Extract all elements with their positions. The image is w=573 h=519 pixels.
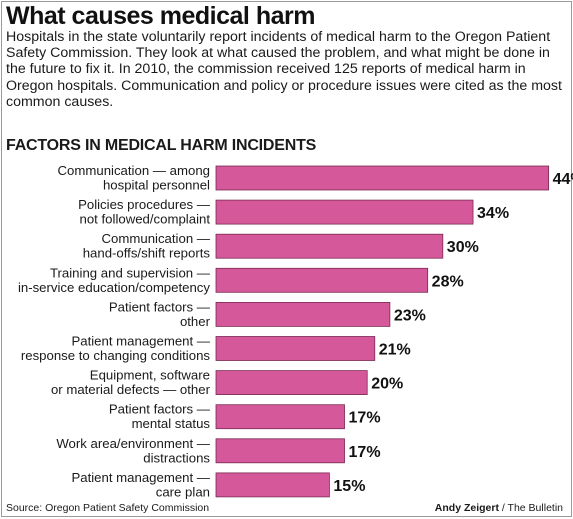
- value-label: 20%: [371, 376, 403, 393]
- bar: [215, 267, 429, 293]
- category-label: Patient factors — other: [109, 299, 211, 329]
- category-label: Policies procedures — not followed/compla…: [78, 197, 211, 227]
- category-label: Patient factors — mental status: [109, 402, 211, 432]
- value-label: 44%: [553, 171, 573, 188]
- credit-author: Andy Zeigert: [434, 502, 499, 514]
- category-label: Equipment, software or material defects —…: [51, 368, 211, 398]
- category-label: Training and supervision — in-service edu…: [18, 265, 211, 295]
- bar: [215, 472, 330, 498]
- bar: [215, 370, 368, 396]
- category-label: Work area/environment — distractions: [56, 436, 210, 466]
- bar: [215, 301, 391, 327]
- value-label: 34%: [477, 205, 509, 222]
- category-label: Patient management — care plan: [71, 470, 210, 500]
- value-label: 17%: [349, 410, 381, 427]
- category-label: Patient management — response to changing…: [21, 334, 211, 364]
- bar: [215, 438, 345, 464]
- intro-paragraph: Hospitals in the state voluntarily repor…: [6, 29, 562, 110]
- source-note: Source: Oregon Patient Safety Commission: [6, 502, 210, 514]
- page-title: What causes medical harm: [6, 2, 315, 30]
- bar: [215, 199, 474, 225]
- category-label: Communication — hand-offs/shift reports: [83, 231, 211, 261]
- chart-heading: FACTORS IN MEDICAL HARM INCIDENTS: [6, 137, 317, 154]
- bar: [215, 404, 345, 430]
- credit-line: Andy Zeigert / The Bulletin: [435, 502, 563, 514]
- bar: [215, 165, 550, 191]
- value-label: 15%: [333, 478, 365, 495]
- value-label: 28%: [432, 273, 464, 290]
- value-label: 30%: [447, 239, 479, 256]
- bar: [215, 336, 376, 361]
- value-label: 23%: [394, 307, 426, 324]
- credit-outlet: / The Bulletin: [498, 502, 563, 514]
- category-label: Communication — among hospital personnel: [58, 163, 211, 193]
- bar: [215, 233, 444, 259]
- value-label: 21%: [379, 342, 411, 359]
- value-label: 17%: [349, 444, 381, 461]
